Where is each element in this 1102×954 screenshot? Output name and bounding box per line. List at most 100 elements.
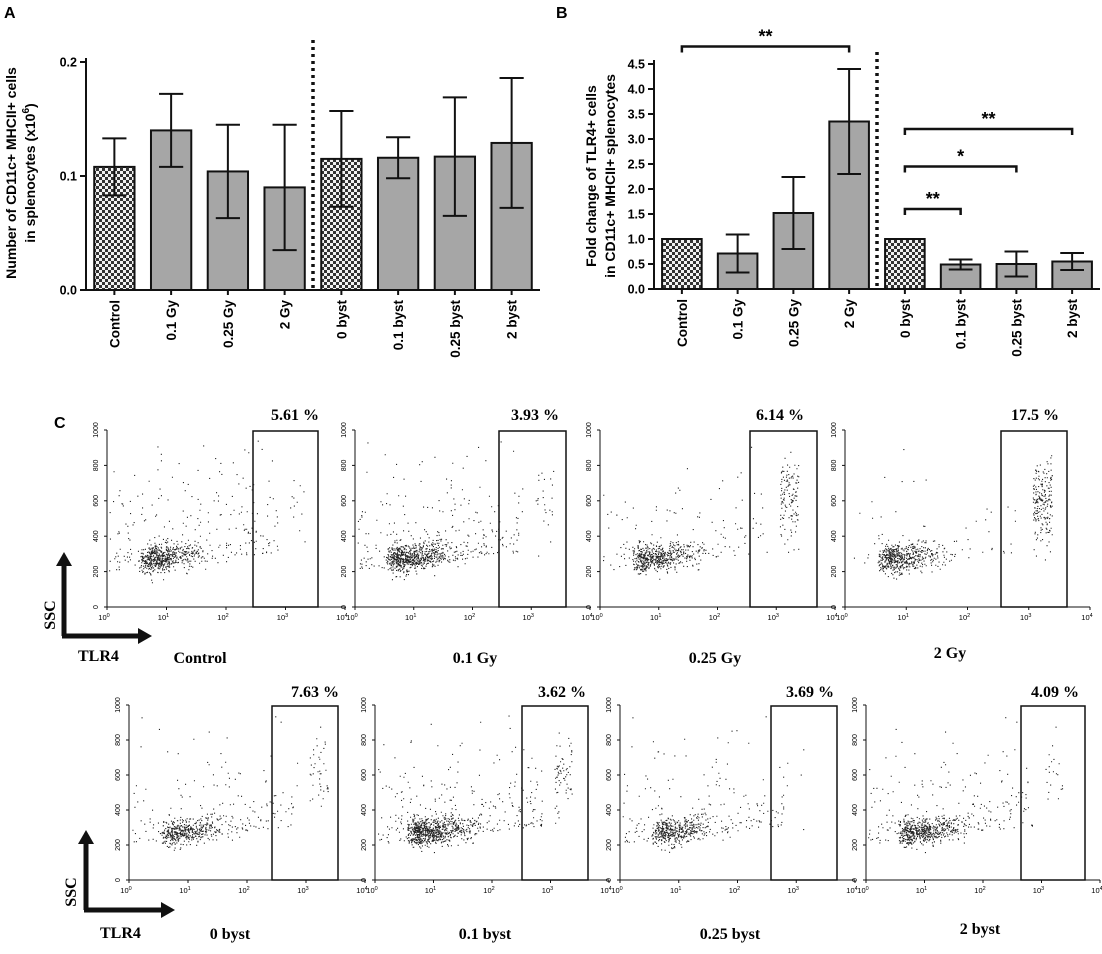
x-tick-label: 102 — [464, 613, 475, 622]
plot-label: Control — [173, 650, 227, 667]
x-tick-base: 10 — [581, 613, 589, 622]
x-tick-exponent: 0 — [375, 886, 378, 892]
plot-area — [845, 430, 1090, 607]
x-tick-base: 10 — [709, 613, 717, 622]
y-tick-label: 200 — [606, 839, 613, 851]
x-tick-exponent: 3 — [531, 613, 534, 619]
x-tick-label: 103 — [297, 886, 308, 895]
gate-box — [521, 705, 589, 881]
x-tick-label: 100 — [366, 886, 377, 895]
x-tick-base: 10 — [336, 613, 344, 622]
x-tick-label: 104 — [826, 613, 837, 622]
y-tick-label: 600 — [115, 769, 122, 781]
y-tick-label: 200 — [115, 839, 122, 851]
y-tick-label: 200 — [361, 839, 368, 851]
y-tick-label: 400 — [93, 530, 100, 542]
y-tick-label: 3.0 — [628, 133, 645, 147]
bar — [884, 238, 926, 290]
ssc-label: SSC — [63, 877, 80, 906]
y-tick-label: 0 — [831, 605, 838, 609]
x-tick-label: 103 — [768, 613, 779, 622]
y-tick-label: 0 — [93, 605, 100, 609]
x-tick-exponent: 4 — [855, 886, 858, 892]
x-tick-label: 2 Gy — [278, 300, 293, 330]
x-tick-label: 100 — [836, 613, 847, 622]
x-tick-exponent: 4 — [1090, 613, 1093, 619]
x-tick-base: 10 — [974, 886, 982, 895]
plot-area — [107, 430, 345, 607]
plot-label: 2 byst — [960, 921, 1001, 938]
y-tick-label: 1000 — [341, 422, 348, 438]
axis-arrows: SSC TLR4 — [63, 830, 175, 942]
x-tick-label: 102 — [483, 886, 494, 895]
x-tick-exponent: 0 — [845, 613, 848, 619]
x-tick-label: 101 — [158, 613, 169, 622]
x-tick-label: 101 — [916, 886, 927, 895]
gate-box — [252, 430, 319, 608]
x-tick-base: 10 — [650, 613, 658, 622]
x-tick-exponent: 1 — [658, 613, 661, 619]
x-tick-exponent: 3 — [1041, 886, 1044, 892]
x-tick-label: 102 — [217, 613, 228, 622]
x-tick-label: 102 — [709, 613, 720, 622]
x-tick-exponent: 1 — [678, 886, 681, 892]
x-tick-base: 10 — [464, 613, 472, 622]
x-tick-base: 10 — [356, 886, 364, 895]
x-tick-base: 10 — [1091, 886, 1099, 895]
scatter-points — [622, 716, 805, 853]
x-tick-label: 2 byst — [505, 300, 520, 340]
x-tick-exponent: 0 — [355, 613, 358, 619]
y-tick-label: 2.5 — [628, 158, 645, 172]
x-tick-exponent: 3 — [1028, 613, 1031, 619]
x-tick-base: 10 — [217, 613, 225, 622]
y-tick-label: 600 — [341, 495, 348, 507]
y-tick-label: 1.5 — [628, 208, 645, 222]
y-tick-label: 1000 — [115, 697, 122, 713]
x-tick-label: 101 — [670, 886, 681, 895]
x-tick-base: 10 — [729, 886, 737, 895]
x-tick-exponent: 0 — [600, 613, 603, 619]
x-tick-base: 10 — [366, 886, 374, 895]
plot-label: 0.25 Gy — [689, 650, 741, 667]
y-tick-label: 400 — [831, 530, 838, 542]
x-tick-base: 10 — [959, 613, 967, 622]
y-tick-label: 0 — [361, 878, 368, 882]
x-tick-exponent: 0 — [107, 613, 110, 619]
y-tick-label: 800 — [93, 459, 100, 471]
x-tick-label: 100 — [857, 886, 868, 895]
panel-label-c: C — [54, 415, 66, 432]
x-tick-base: 10 — [425, 886, 433, 895]
x-tick-exponent: 4 — [835, 613, 838, 619]
axis-arrows: SSC TLR4 — [42, 552, 152, 665]
y-tick-label: 800 — [606, 734, 613, 746]
x-tick-label: 0.1 byst — [391, 300, 406, 351]
x-tick-base: 10 — [857, 886, 865, 895]
x-tick-exponent: 1 — [433, 886, 436, 892]
significance-label: * — [957, 147, 964, 167]
chart-a-ylabel-2: in splenocytes (x106) — [21, 103, 38, 242]
x-tick-label: 2 byst — [1065, 299, 1080, 339]
x-tick-exponent: 1 — [413, 613, 416, 619]
x-tick-label: 102 — [238, 886, 249, 895]
x-tick-exponent: 2 — [737, 886, 740, 892]
tlr4-label: TLR4 — [78, 648, 119, 665]
significance-bracket — [903, 127, 1074, 135]
gate-box — [271, 705, 339, 881]
y-tick-label: 600 — [606, 769, 613, 781]
y-tick-label: 1.0 — [628, 233, 645, 247]
plot-area — [600, 430, 835, 607]
x-tick-base: 10 — [591, 613, 599, 622]
x-tick-exponent: 0 — [866, 886, 869, 892]
x-tick-base: 10 — [670, 886, 678, 895]
x-tick-label: 0.25 byst — [1009, 299, 1024, 357]
x-tick-exponent: 3 — [550, 886, 553, 892]
plot-area — [866, 705, 1100, 880]
y-tick-label: 0 — [115, 878, 122, 882]
chart-b-ylabel-1: Fold change of TLR4+ cells — [583, 85, 599, 267]
y-tick-label: 800 — [831, 459, 838, 471]
x-tick-label: 103 — [523, 613, 534, 622]
y-tick-label: 400 — [361, 804, 368, 816]
